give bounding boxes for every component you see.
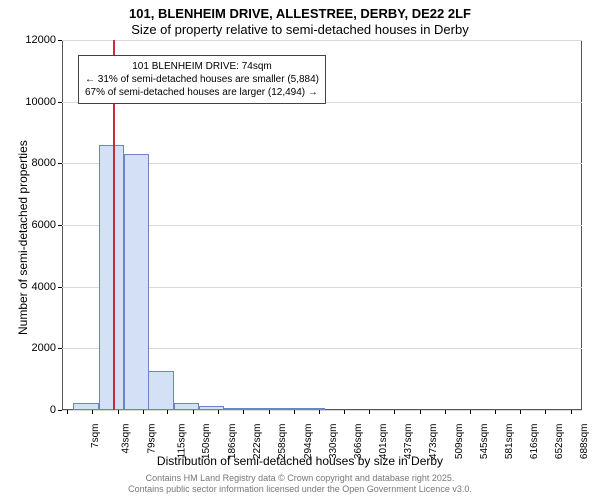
- xtick-mark: [143, 410, 144, 414]
- chart-title-line1: 101, BLENHEIM DRIVE, ALLESTREE, DERBY, D…: [0, 6, 600, 21]
- ytick-label: 4000: [32, 281, 56, 293]
- xtick-label: 79sqm: [146, 424, 157, 454]
- ytick-mark: [58, 410, 62, 411]
- ytick-mark: [58, 225, 62, 226]
- xtick-mark: [67, 410, 68, 414]
- gridline-horizontal: [62, 410, 582, 411]
- histogram-bar: [274, 408, 299, 410]
- xtick-mark: [545, 410, 546, 414]
- histogram-bar: [250, 408, 275, 410]
- histogram-bar: [300, 408, 325, 410]
- chart-title-line2: Size of property relative to semi-detach…: [0, 22, 600, 37]
- ytick-label: 10000: [25, 96, 56, 108]
- y-axis-label: Number of semi-detached properties: [16, 140, 30, 335]
- ytick-label: 12000: [25, 34, 56, 46]
- histogram-bar: [73, 403, 98, 410]
- histogram-bar: [124, 154, 149, 410]
- annotation-box: 101 BLENHEIM DRIVE: 74sqm← 31% of semi-d…: [78, 55, 326, 104]
- histogram-bar: [148, 371, 173, 410]
- xtick-mark: [495, 410, 496, 414]
- ytick-mark: [58, 102, 62, 103]
- xtick-mark: [470, 410, 471, 414]
- ytick-label: 8000: [32, 157, 56, 169]
- xtick-mark: [420, 410, 421, 414]
- xtick-mark: [218, 410, 219, 414]
- xtick-mark: [344, 410, 345, 414]
- xtick-mark: [118, 410, 119, 414]
- histogram-bar: [99, 145, 124, 410]
- histogram-bar: [224, 408, 249, 410]
- ytick-label: 2000: [32, 342, 56, 354]
- xtick-mark: [319, 410, 320, 414]
- xtick-mark: [193, 410, 194, 414]
- annotation-title: 101 BLENHEIM DRIVE: 74sqm: [85, 60, 319, 73]
- ytick-label: 0: [50, 404, 56, 416]
- ytick-mark: [58, 40, 62, 41]
- footer-line1: Contains HM Land Registry data © Crown c…: [0, 473, 600, 485]
- xtick-label: 7sqm: [90, 424, 101, 448]
- ytick-mark: [58, 348, 62, 349]
- xtick-mark: [571, 410, 572, 414]
- histogram-bar: [199, 406, 224, 410]
- xtick-mark: [167, 410, 168, 414]
- xtick-mark: [445, 410, 446, 414]
- annotation-line2: 67% of semi-detached houses are larger (…: [85, 86, 319, 99]
- xtick-mark: [269, 410, 270, 414]
- xtick-mark: [394, 410, 395, 414]
- xtick-mark: [243, 410, 244, 414]
- xtick-mark: [92, 410, 93, 414]
- gridline-horizontal: [62, 40, 582, 41]
- ytick-label: 6000: [32, 219, 56, 231]
- histogram-bar: [174, 403, 199, 410]
- xtick-mark: [520, 410, 521, 414]
- chart-container: 101, BLENHEIM DRIVE, ALLESTREE, DERBY, D…: [0, 0, 600, 500]
- footer-attribution: Contains HM Land Registry data © Crown c…: [0, 473, 600, 496]
- ytick-mark: [58, 163, 62, 164]
- xtick-label: 43sqm: [121, 424, 132, 454]
- xtick-mark: [369, 410, 370, 414]
- ytick-mark: [58, 287, 62, 288]
- xtick-mark: [294, 410, 295, 414]
- footer-line2: Contains public sector information licen…: [0, 484, 600, 496]
- annotation-line1: ← 31% of semi-detached houses are smalle…: [85, 73, 319, 86]
- x-axis-label: Distribution of semi-detached houses by …: [0, 454, 600, 468]
